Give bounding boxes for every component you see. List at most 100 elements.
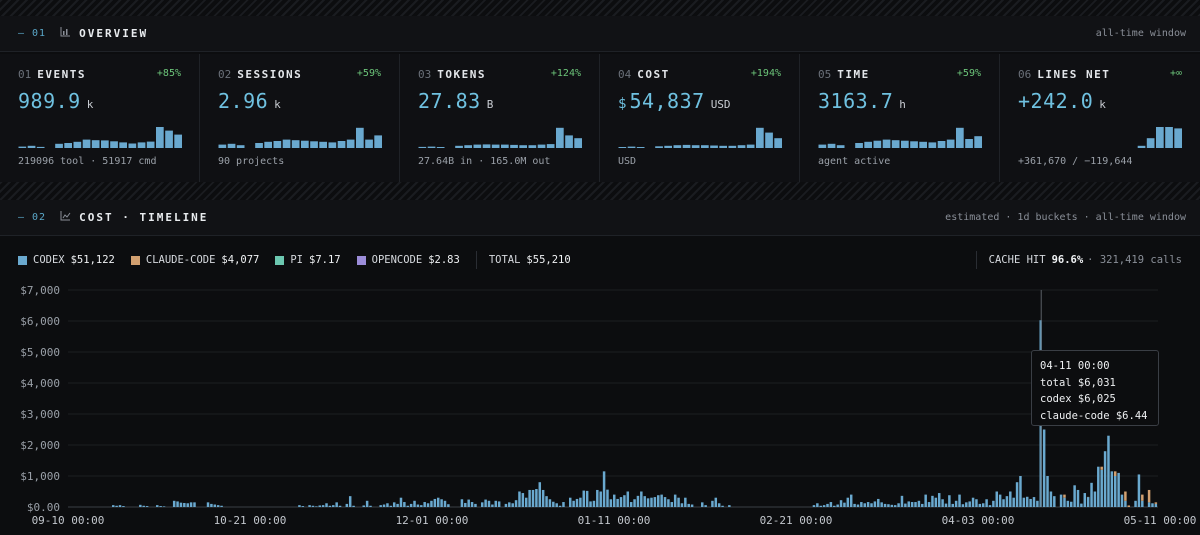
bar-codex[interactable] <box>348 496 352 507</box>
bar-codex[interactable] <box>321 505 325 507</box>
bar-codex[interactable] <box>883 503 887 507</box>
bar-codex[interactable] <box>162 506 166 507</box>
bar-codex[interactable] <box>900 495 904 507</box>
bar-codex[interactable] <box>914 502 917 507</box>
bar-codex[interactable] <box>491 504 494 507</box>
bar-codex[interactable] <box>951 503 954 507</box>
bar-codex[interactable] <box>975 499 978 507</box>
bar-codex[interactable] <box>443 500 447 507</box>
bar-codex[interactable] <box>447 504 450 507</box>
card-events[interactable]: 01 EVENTS +85% 989.9 k 219096 tool · 519… <box>0 54 200 182</box>
bar-codex[interactable] <box>890 504 894 507</box>
bar-codex[interactable] <box>910 502 914 507</box>
bar-codex[interactable] <box>1015 482 1019 507</box>
bar-codex[interactable] <box>1113 476 1117 507</box>
bar-codex[interactable] <box>585 490 589 507</box>
bar-codex[interactable] <box>382 504 386 507</box>
bar-codex[interactable] <box>985 499 988 507</box>
bar-codex[interactable] <box>1147 502 1151 507</box>
bar-codex[interactable] <box>660 494 663 507</box>
bar-codex[interactable] <box>409 503 413 507</box>
bar-codex[interactable] <box>971 497 975 507</box>
bar-codex[interactable] <box>1097 466 1100 507</box>
bar-codex[interactable] <box>965 502 968 507</box>
legend-claude-code[interactable]: CLAUDE-CODE $4,077 <box>130 254 259 266</box>
bar-codex[interactable] <box>1107 435 1110 507</box>
bar-codex[interactable] <box>362 505 365 507</box>
bar-codex[interactable] <box>521 493 525 507</box>
bar-codex[interactable] <box>856 504 860 507</box>
bar-codex[interactable] <box>1036 500 1039 507</box>
bar-codex[interactable] <box>846 497 850 507</box>
bar-codex[interactable] <box>514 500 518 507</box>
bar-codex[interactable] <box>988 505 992 507</box>
bar-codex[interactable] <box>436 497 440 507</box>
bar-codex[interactable] <box>464 502 467 507</box>
bar-codex[interactable] <box>1100 469 1103 507</box>
bar-codex[interactable] <box>961 504 965 507</box>
bar-codex[interactable] <box>467 499 470 507</box>
bar-codex[interactable] <box>948 495 951 507</box>
bar-codex[interactable] <box>816 503 819 507</box>
bar-codex[interactable] <box>156 505 159 507</box>
bar-codex[interactable] <box>112 505 115 507</box>
bar-codex[interactable] <box>189 502 193 507</box>
bar-codex[interactable] <box>352 505 355 507</box>
bar-codex[interactable] <box>1042 429 1046 508</box>
bar-codex[interactable] <box>941 499 944 507</box>
bar-codex[interactable] <box>1049 491 1053 508</box>
bar-codex[interactable] <box>183 502 186 507</box>
bar-codex[interactable] <box>399 497 403 507</box>
bar-codex[interactable] <box>670 502 674 507</box>
bar-codex[interactable] <box>1086 497 1090 507</box>
bar-codex[interactable] <box>423 502 426 507</box>
bar-codex[interactable] <box>646 498 650 507</box>
bar-codex[interactable] <box>541 489 545 507</box>
bar-codex[interactable] <box>531 489 535 507</box>
bar-codex[interactable] <box>954 500 958 507</box>
bar-codex[interactable] <box>335 502 338 507</box>
bar-codex[interactable] <box>711 500 714 507</box>
bar-codex[interactable] <box>853 503 856 507</box>
bar-codex[interactable] <box>663 497 667 507</box>
bar-codex[interactable] <box>860 502 863 507</box>
bar-codex[interactable] <box>863 503 866 507</box>
bar-codex[interactable] <box>1002 499 1005 507</box>
bar-codex[interactable] <box>877 498 880 507</box>
bar-codex[interactable] <box>728 505 731 507</box>
bar-codex[interactable] <box>122 506 125 507</box>
bar-codex[interactable] <box>1029 498 1032 507</box>
bar-codex[interactable] <box>640 491 643 508</box>
bar-codex[interactable] <box>562 502 565 507</box>
bar-codex[interactable] <box>944 503 948 507</box>
bar-codex[interactable] <box>298 505 301 507</box>
bar-codex[interactable] <box>186 503 189 507</box>
bar-codex[interactable] <box>572 500 575 507</box>
bar-codex[interactable] <box>206 502 210 507</box>
bar-claude-code[interactable] <box>1147 489 1151 503</box>
bar-codex[interactable] <box>1090 482 1093 507</box>
bar-codex[interactable] <box>1063 497 1066 507</box>
bar-codex[interactable] <box>927 502 931 507</box>
bar-codex[interactable] <box>1025 496 1029 507</box>
bar-codex[interactable] <box>220 505 223 507</box>
bar-codex[interactable] <box>379 505 382 507</box>
bar-codex[interactable] <box>497 501 501 507</box>
bar-codex[interactable] <box>403 502 406 507</box>
bar-codex[interactable] <box>474 503 477 507</box>
bar-codex[interactable] <box>430 500 433 507</box>
cost-timeline-chart[interactable]: $0.00 $1,000 $2,000 $3,000 $4,000 $5,000 $6,00… <box>0 278 1200 535</box>
bar-codex[interactable] <box>1124 500 1127 507</box>
bar-codex[interactable] <box>596 489 599 507</box>
bar-codex[interactable] <box>833 505 836 507</box>
bar-codex[interactable] <box>836 504 839 507</box>
legend-codex[interactable]: CODEX $51,122 <box>18 254 115 266</box>
bar-codex[interactable] <box>1032 497 1036 507</box>
bar-codex[interactable] <box>1053 496 1056 507</box>
bar-codex[interactable] <box>887 504 890 507</box>
bar-codex[interactable] <box>629 502 633 507</box>
bar-codex[interactable] <box>484 499 487 507</box>
bar-codex[interactable] <box>1066 500 1070 507</box>
card-lines-net[interactable]: 06 LINES NET +∞ +242.0 k +361,670 / −119… <box>1000 54 1200 182</box>
bar-codex[interactable] <box>193 502 196 507</box>
